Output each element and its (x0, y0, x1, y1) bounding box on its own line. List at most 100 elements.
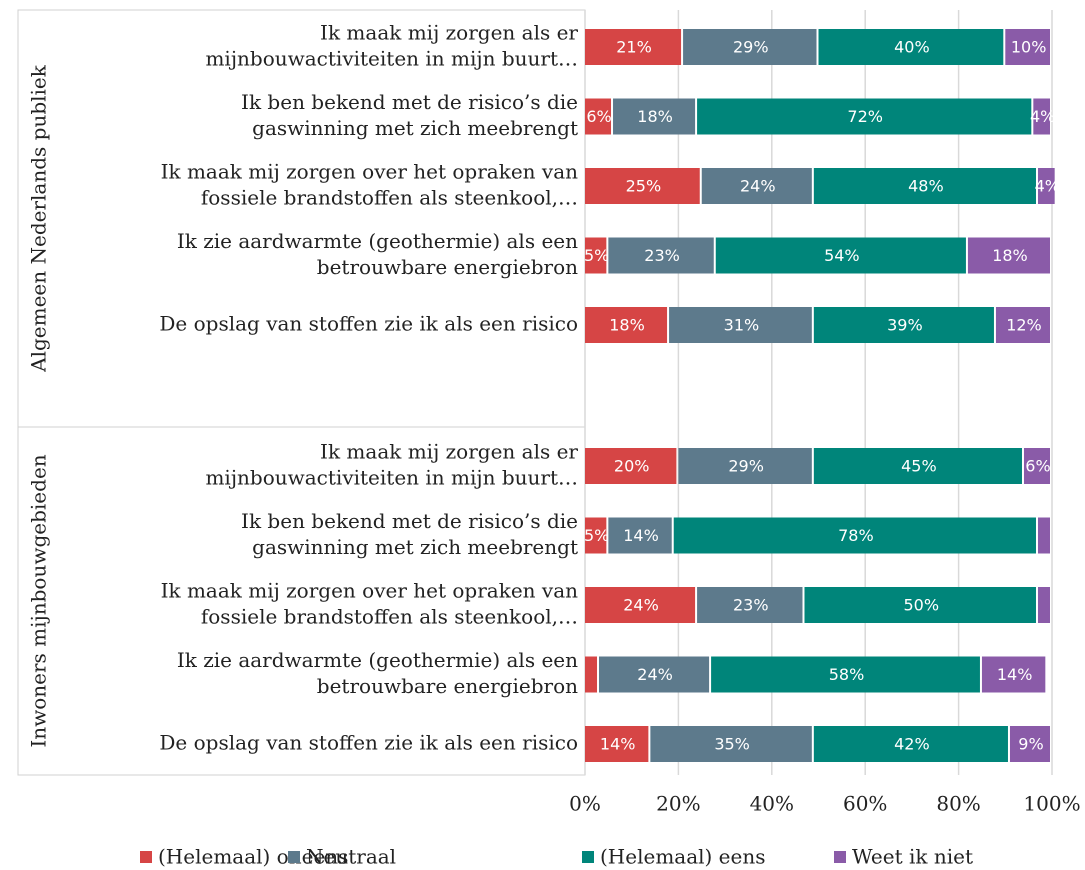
bar-segment (683, 29, 817, 65)
value-label: 48% (908, 177, 944, 196)
bar-segment (818, 29, 1004, 65)
value-label: 18% (637, 107, 673, 126)
value-label: 5% (584, 526, 609, 545)
bar-segment (585, 517, 607, 554)
bar-segment (697, 98, 1032, 135)
bar-segment (650, 726, 812, 762)
bar-segment (1023, 448, 1050, 484)
value-label: 50% (903, 596, 939, 615)
category-label: fossiele brandstoffen als steenkool,… (201, 186, 578, 210)
bar-segment (804, 587, 1036, 623)
legend-label: Weet ik niet (852, 845, 973, 869)
x-tick-label: 20% (656, 792, 700, 816)
bar-segment (813, 726, 1008, 762)
legend-label: (Helemaal) eens (600, 845, 766, 869)
category-label: betrouwbare energiebron (317, 255, 578, 279)
bar-segment (995, 307, 1050, 343)
bar-segment (813, 168, 1036, 204)
value-label: 23% (644, 246, 680, 265)
legend-label: (Helemaal) oneens (158, 845, 348, 869)
category-label: Ik maak mij zorgen als er (320, 21, 578, 45)
category-label: mijnbouwactiviteiten in mijn buurt… (205, 466, 578, 490)
legend-swatch (140, 851, 152, 863)
value-label: 78% (838, 526, 874, 545)
bar-segment (711, 656, 980, 693)
bar-segment (967, 237, 1050, 274)
bar-segment (813, 307, 994, 343)
value-label: 54% (824, 246, 860, 265)
bar-segment (1037, 517, 1050, 554)
value-label: 45% (901, 457, 937, 476)
category-label: fossiele brandstoffen als steenkool,… (201, 605, 578, 629)
category-label: Ik zie aardwarmte (geothermie) als een (177, 229, 578, 253)
value-label: 42% (894, 735, 930, 754)
value-label: 31% (724, 316, 760, 335)
group-label: Algemeen Nederlands publiek (27, 64, 51, 373)
x-tick-label: 40% (750, 792, 794, 816)
value-label: 5% (584, 246, 609, 265)
value-label: 25% (626, 177, 662, 196)
value-label: 29% (728, 457, 764, 476)
x-tick-label: 0% (569, 792, 601, 816)
bar-segment (585, 726, 649, 762)
bar-segment (585, 307, 668, 343)
bar-segment (585, 656, 598, 693)
bar-segment (669, 307, 812, 343)
value-label: 10% (1011, 38, 1047, 57)
x-tick-label: 60% (843, 792, 887, 816)
legend-swatch (834, 851, 846, 863)
category-label: Ik ben bekend met de risico’s die (241, 509, 578, 533)
bar-segment (1005, 29, 1050, 65)
value-label: 72% (847, 107, 883, 126)
category-label: Ik maak mij zorgen als er (320, 440, 578, 464)
bar-segment (1009, 726, 1050, 762)
value-label: 6% (1025, 457, 1050, 476)
value-label: 14% (600, 735, 636, 754)
value-label: 24% (623, 596, 659, 615)
category-label: De opslag van stoffen zie ik als een ris… (159, 731, 578, 755)
bar-segment (585, 587, 696, 623)
bar-segment (673, 517, 1036, 554)
category-label: mijnbouwactiviteiten in mijn buurt… (205, 47, 578, 71)
value-label: 24% (740, 177, 776, 196)
value-label: 18% (992, 246, 1028, 265)
bar-segment (701, 168, 812, 204)
category-label: Ik maak mij zorgen over het opraken van (161, 579, 579, 603)
value-label: 29% (733, 38, 769, 57)
category-label: Ik maak mij zorgen over het opraken van (161, 160, 579, 184)
bar-segment (1033, 98, 1050, 135)
value-label: 40% (894, 38, 930, 57)
bar-segment (585, 98, 612, 135)
bar-segment (585, 168, 700, 204)
value-label: 6% (586, 107, 611, 126)
value-label: 58% (829, 665, 865, 684)
category-label: Ik zie aardwarmte (geothermie) als een (177, 648, 578, 672)
value-label: 18% (609, 316, 645, 335)
legend-swatch (288, 851, 300, 863)
legend-swatch (582, 851, 594, 863)
value-label: 4% (1035, 177, 1060, 196)
value-label: 21% (616, 38, 652, 57)
bar-segment (1037, 587, 1050, 623)
bar-segment (1037, 168, 1055, 204)
value-label: 35% (714, 735, 750, 754)
category-label: gaswinning met zich meebrengt (252, 116, 578, 140)
category-label: gaswinning met zich meebrengt (252, 535, 578, 559)
bar-segment (678, 448, 812, 484)
bar-segment (813, 448, 1022, 484)
category-label: betrouwbare energiebron (317, 674, 578, 698)
bar-segment (697, 587, 803, 623)
value-label: 20% (614, 457, 650, 476)
bar-segment (608, 237, 714, 274)
bar-segment (585, 448, 677, 484)
category-label: Ik ben bekend met de risico’s die (241, 90, 578, 114)
value-label: 4% (1030, 107, 1055, 126)
bar-segment (585, 237, 607, 274)
bar-segment (613, 98, 696, 135)
value-label: 9% (1018, 735, 1043, 754)
x-tick-label: 80% (936, 792, 980, 816)
value-label: 14% (623, 526, 659, 545)
x-tick-label: 100% (1023, 792, 1080, 816)
value-label: 12% (1006, 316, 1042, 335)
